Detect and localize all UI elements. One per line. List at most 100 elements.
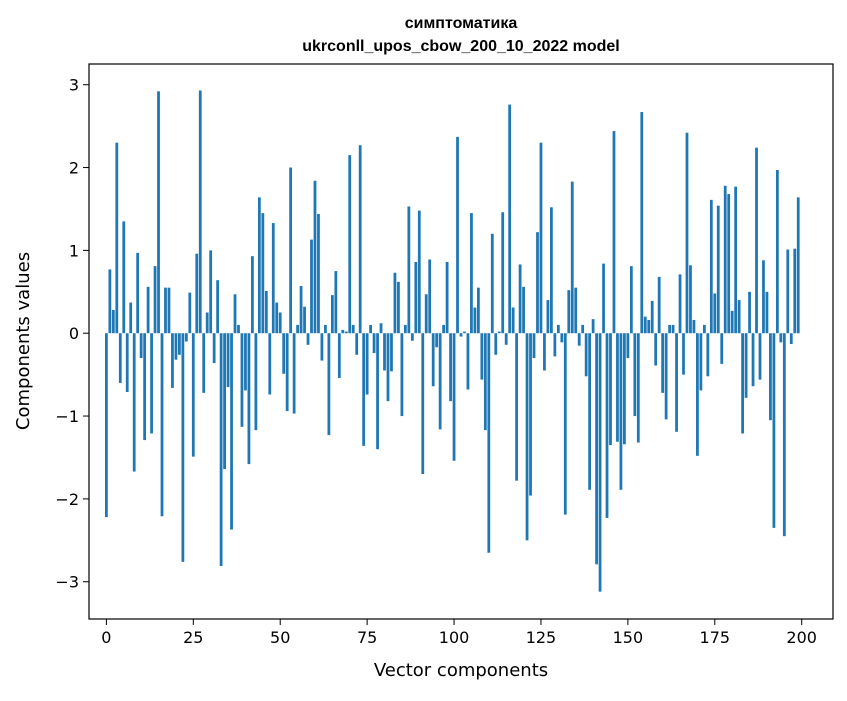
bar-78 bbox=[376, 333, 379, 450]
bar-170 bbox=[696, 333, 699, 456]
bar-76 bbox=[369, 324, 372, 334]
bar-183 bbox=[741, 333, 744, 434]
y-tick-label: 0 bbox=[69, 324, 79, 343]
x-tick-label: 125 bbox=[526, 628, 557, 647]
bar-133 bbox=[567, 290, 571, 334]
bar-92 bbox=[424, 294, 428, 334]
bar-154 bbox=[640, 112, 644, 334]
y-tick-label: 2 bbox=[69, 159, 79, 178]
bar-135 bbox=[574, 287, 578, 334]
bar-139 bbox=[588, 333, 592, 490]
bar-58 bbox=[306, 333, 310, 345]
bar-98 bbox=[445, 261, 449, 334]
bar-102 bbox=[459, 333, 463, 337]
bar-171 bbox=[699, 333, 703, 391]
bar-178 bbox=[723, 185, 727, 334]
bar-5 bbox=[122, 221, 126, 334]
bar-177 bbox=[720, 333, 724, 364]
bar-74 bbox=[362, 333, 366, 446]
y-axis-ticks: −3 −2 −1 0 1 2 3 bbox=[55, 76, 89, 592]
bar-182 bbox=[737, 300, 741, 334]
bar-15 bbox=[157, 91, 160, 334]
bar-55 bbox=[296, 324, 299, 334]
bar-151 bbox=[629, 266, 633, 334]
bar-91 bbox=[421, 333, 425, 475]
bar-132 bbox=[563, 333, 567, 515]
bar-12 bbox=[146, 286, 150, 334]
bar-141 bbox=[595, 333, 598, 565]
bar-series bbox=[104, 90, 800, 592]
bar-17 bbox=[164, 287, 167, 334]
bar-156 bbox=[647, 319, 651, 334]
x-tick-label: 75 bbox=[357, 628, 377, 647]
bar-186 bbox=[751, 333, 755, 387]
bar-1 bbox=[108, 269, 112, 334]
bar-143 bbox=[602, 263, 605, 334]
bar-104 bbox=[466, 333, 470, 390]
bar-48 bbox=[271, 223, 275, 334]
bar-39 bbox=[240, 333, 244, 427]
y-tick-label: 1 bbox=[69, 241, 79, 260]
bar-82 bbox=[390, 333, 393, 372]
bar-6 bbox=[125, 333, 129, 393]
bar-47 bbox=[268, 333, 272, 395]
bar-72 bbox=[355, 333, 359, 355]
bar-86 bbox=[403, 324, 407, 334]
bar-176 bbox=[716, 205, 720, 334]
bar-107 bbox=[476, 287, 480, 334]
bar-130 bbox=[556, 324, 560, 334]
bar-112 bbox=[494, 333, 498, 355]
bar-145 bbox=[609, 333, 612, 446]
bar-127 bbox=[546, 300, 550, 334]
bar-84 bbox=[397, 281, 400, 334]
bar-181 bbox=[734, 186, 738, 334]
bar-106 bbox=[473, 307, 477, 334]
x-axis-label: Vector components bbox=[374, 660, 548, 681]
bar-137 bbox=[581, 324, 585, 334]
bar-116 bbox=[508, 104, 512, 334]
bar-26 bbox=[195, 253, 199, 334]
bar-113 bbox=[497, 331, 501, 334]
bar-117 bbox=[511, 307, 515, 334]
bar-20 bbox=[174, 333, 178, 360]
bar-126 bbox=[543, 333, 546, 371]
bar-103 bbox=[463, 331, 466, 334]
bar-192 bbox=[772, 333, 776, 528]
bar-25 bbox=[191, 333, 195, 457]
bar-44 bbox=[257, 197, 261, 334]
bar-110 bbox=[487, 333, 491, 553]
bar-161 bbox=[664, 333, 668, 420]
x-tick-label: 50 bbox=[270, 628, 290, 647]
x-tick-label: 25 bbox=[183, 628, 203, 647]
bar-54 bbox=[292, 333, 296, 414]
bar-13 bbox=[150, 333, 153, 434]
bar-97 bbox=[442, 324, 446, 334]
bar-70 bbox=[348, 155, 352, 334]
bar-32 bbox=[216, 280, 220, 334]
bar-184 bbox=[744, 333, 748, 398]
bar-199 bbox=[796, 197, 800, 334]
bar-158 bbox=[654, 333, 658, 366]
bar-21 bbox=[178, 333, 181, 355]
x-tick-label: 0 bbox=[101, 628, 111, 647]
bar-60 bbox=[313, 180, 317, 334]
bar-38 bbox=[237, 324, 240, 334]
bar-118 bbox=[515, 333, 519, 481]
bar-108 bbox=[480, 333, 484, 380]
bar-194 bbox=[779, 333, 783, 343]
bar-179 bbox=[727, 194, 731, 334]
bar-49 bbox=[275, 302, 279, 334]
bar-77 bbox=[372, 333, 376, 354]
bar-94 bbox=[431, 333, 435, 387]
bar-88 bbox=[410, 333, 414, 341]
y-tick-label: 3 bbox=[69, 76, 79, 95]
y-tick-label: −2 bbox=[55, 490, 79, 509]
bar-41 bbox=[247, 333, 251, 465]
bar-68 bbox=[341, 329, 345, 334]
bar-53 bbox=[289, 167, 293, 334]
bar-3 bbox=[115, 142, 119, 334]
bar-129 bbox=[553, 333, 557, 357]
bar-71 bbox=[351, 324, 355, 334]
bar-187 bbox=[755, 147, 758, 334]
bar-188 bbox=[758, 333, 762, 380]
